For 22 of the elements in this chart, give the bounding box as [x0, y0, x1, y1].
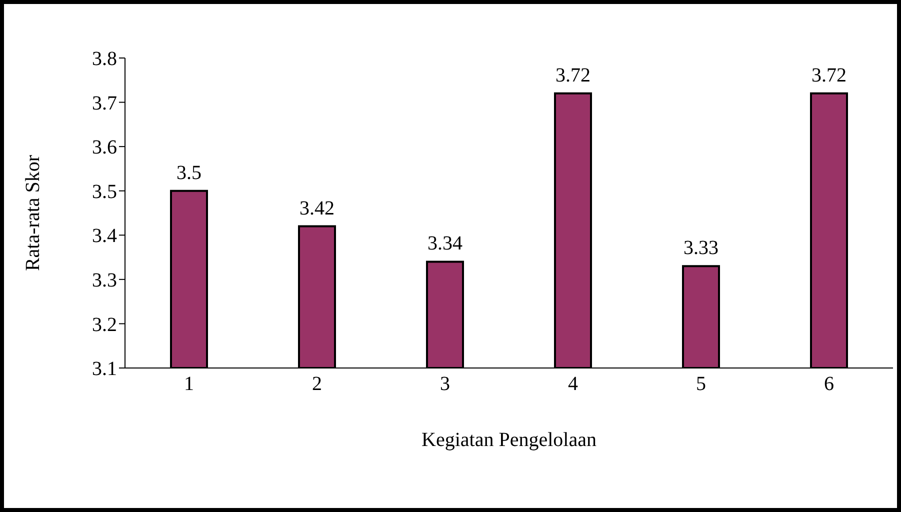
x-tick-label: 2	[312, 373, 322, 396]
y-tick-label: 3.6	[92, 136, 117, 159]
y-tick-label: 3.7	[92, 92, 117, 114]
data-label: 3.72	[556, 64, 590, 86]
y-tick-label: 3.8	[92, 48, 117, 70]
data-label: 3.42	[300, 197, 334, 220]
y-tick-label: 3.3	[92, 270, 117, 292]
x-tick-label: 4	[568, 373, 578, 396]
data-label: 3.34	[428, 232, 462, 255]
data-label: 3.5	[176, 162, 202, 184]
y-tick-label: 3.5	[92, 180, 117, 203]
y-tick-label: 3.2	[92, 314, 117, 336]
y-axis-title: Rata-rata Skor	[22, 154, 44, 272]
x-tick-label: 1	[184, 373, 194, 396]
y-tick-label: 3.4	[92, 225, 117, 248]
x-tick-label: 6	[824, 373, 834, 396]
x-tick-label: 3	[440, 373, 450, 396]
x-axis-title: Kegiatan Pengelolaan	[422, 429, 596, 451]
data-label: 3.33	[684, 237, 718, 260]
x-tick-label: 5	[696, 373, 706, 396]
data-label: 3.72	[812, 64, 846, 86]
y-tick-label: 3.1	[92, 358, 117, 380]
